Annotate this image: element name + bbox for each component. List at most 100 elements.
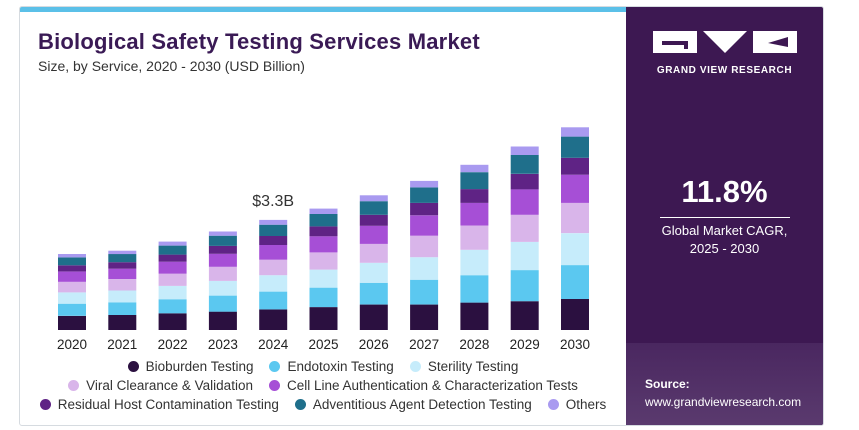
bar-segment-2029-1 (510, 270, 539, 302)
x-tick-label: 2028 (459, 337, 489, 352)
bar-segment-2021-4 (108, 268, 137, 280)
legend-label: Endotoxin Testing (287, 359, 394, 374)
bar-segment-2022-4 (158, 261, 187, 274)
legend-swatch-icon (409, 361, 421, 372)
x-tick-label: 2026 (359, 337, 389, 352)
bar-segment-2023-4 (208, 253, 237, 267)
source-panel (626, 343, 823, 425)
bar-segment-2022-2 (158, 286, 187, 300)
bar-segment-2028-5 (460, 189, 489, 203)
bar-segment-2030-5 (561, 157, 589, 175)
bar-segment-2021-2 (108, 290, 137, 303)
bar-segment-2020-0 (58, 315, 86, 330)
bar-segment-2021-0 (108, 315, 137, 330)
bar-segment-2027-6 (410, 187, 439, 203)
x-tick-label: 2020 (57, 337, 87, 352)
bar-segment-2022-3 (158, 273, 187, 286)
legend-label: Adventitious Agent Detection Testing (312, 397, 532, 412)
legend-label: Viral Clearance & Validation (86, 378, 253, 393)
bar-segment-2023-1 (208, 295, 237, 312)
bar-segment-2023-6 (208, 235, 237, 246)
bar-segment-2024-0 (259, 309, 288, 330)
chart-title: Biological Safety Testing Services Marke… (38, 29, 480, 54)
bar-segment-2026-2 (359, 262, 388, 283)
bar-segment-2029-4 (510, 189, 539, 215)
brand-name: GRAND VIEW RESEARCH (656, 65, 793, 76)
bar-segment-2023-2 (208, 280, 237, 296)
bar-segment-2025-0 (309, 307, 338, 330)
bar-segment-2030-4 (561, 174, 589, 203)
legend-label: Others (565, 397, 607, 412)
bar-segment-2029-3 (510, 214, 539, 242)
bar-segment-2028-3 (460, 225, 489, 250)
legend-row: Residual Host Contamination Testing Adven… (20, 397, 626, 415)
cagr-divider (660, 217, 790, 218)
bar-segment-2026-7 (359, 195, 388, 202)
legend-item: Viral Clearance & Validation (68, 378, 253, 393)
bar-segment-2021-6 (108, 254, 137, 263)
gvr-logo-icon (652, 31, 797, 53)
x-tick-label: 2030 (560, 337, 590, 352)
bar-segment-2029-7 (510, 146, 539, 155)
bar-segment-2024-1 (259, 291, 288, 310)
x-tick-label: 2029 (510, 337, 540, 352)
bar-segment-2026-1 (359, 282, 388, 305)
source-link[interactable]: www.grandviewresearch.com (645, 395, 802, 409)
legend-label: Bioburden Testing (145, 359, 254, 374)
bar-segment-2020-3 (58, 281, 86, 293)
bar-segment-2021-7 (108, 250, 137, 255)
accent-bar (20, 7, 626, 12)
x-tick-label: 2025 (308, 337, 338, 352)
legend-swatch-icon (268, 380, 280, 391)
bar-segment-2020-5 (58, 265, 86, 272)
cagr-value: 11.8% (681, 174, 768, 209)
bar-segment-2027-5 (410, 202, 439, 216)
source-label: Source: (645, 377, 690, 391)
bar-segment-2021-3 (108, 279, 137, 291)
bar-segment-2030-0 (561, 298, 589, 330)
bar-segment-2028-2 (460, 249, 489, 276)
bar-segment-2021-1 (108, 302, 137, 315)
x-tick-label: 2024 (258, 337, 289, 352)
legend-item: Residual Host Contamination Testing (39, 397, 279, 412)
bar-segment-2023-5 (208, 245, 237, 254)
bar-segment-2026-4 (359, 225, 388, 244)
bar-segment-2024-7 (259, 219, 288, 225)
bar-segment-2024-5 (259, 236, 288, 245)
sidebar-panel: GRAND VIEW RESEARCH 11.8% Global Market … (626, 7, 823, 425)
x-tick-label: 2027 (409, 337, 439, 352)
legend-row: Bioburden Testing Endotoxin Testing Steril… (20, 359, 626, 377)
bar-segment-2023-0 (208, 311, 237, 330)
bar-segment-2029-0 (510, 301, 539, 330)
bar-segment-2029-2 (510, 241, 539, 271)
bar-segment-2024-4 (259, 245, 288, 260)
legend-swatch-icon (547, 399, 559, 410)
legend-swatch-icon (39, 399, 51, 410)
bar-segment-2030-3 (561, 202, 589, 234)
bar-segment-2025-4 (309, 236, 338, 253)
bar-segment-2027-1 (410, 279, 439, 305)
bar-segment-2023-7 (208, 231, 237, 236)
bar-segment-2027-0 (410, 304, 439, 330)
bar-segment-2027-7 (410, 180, 439, 188)
bar-segment-2030-1 (561, 265, 589, 299)
legend-item: Bioburden Testing (127, 359, 254, 374)
bar-segment-2030-2 (561, 233, 589, 266)
x-tick-label: 2022 (158, 337, 188, 352)
stacked-bar-chart: 2020 2021 2022 2023 2024 $3.3B 2025 2026 2027 202… (57, 127, 590, 352)
legend-item: Others (547, 397, 607, 412)
cagr-label: Global Market CAGR, 2025 - 2030 (626, 222, 823, 258)
bar-segment-2025-5 (309, 226, 338, 237)
legend-item: Adventitious Agent Detection Testing (294, 397, 532, 412)
legend-swatch-icon (127, 361, 139, 372)
cagr-label-line-1: Global Market CAGR, (661, 223, 788, 238)
chart-subtitle: Size, by Service, 2020 - 2030 (USD Billi… (38, 58, 305, 74)
bar-segment-2022-7 (158, 241, 187, 246)
bar-segment-2020-1 (58, 303, 86, 316)
bar-segment-2028-4 (460, 202, 489, 226)
bar-segment-2028-1 (460, 275, 489, 303)
bar-segment-2023-3 (208, 266, 237, 281)
infographic-card: Biological Safety Testing Services Marke… (19, 6, 824, 426)
bar-segment-2025-2 (309, 269, 338, 288)
bar-segment-2025-6 (309, 214, 338, 227)
